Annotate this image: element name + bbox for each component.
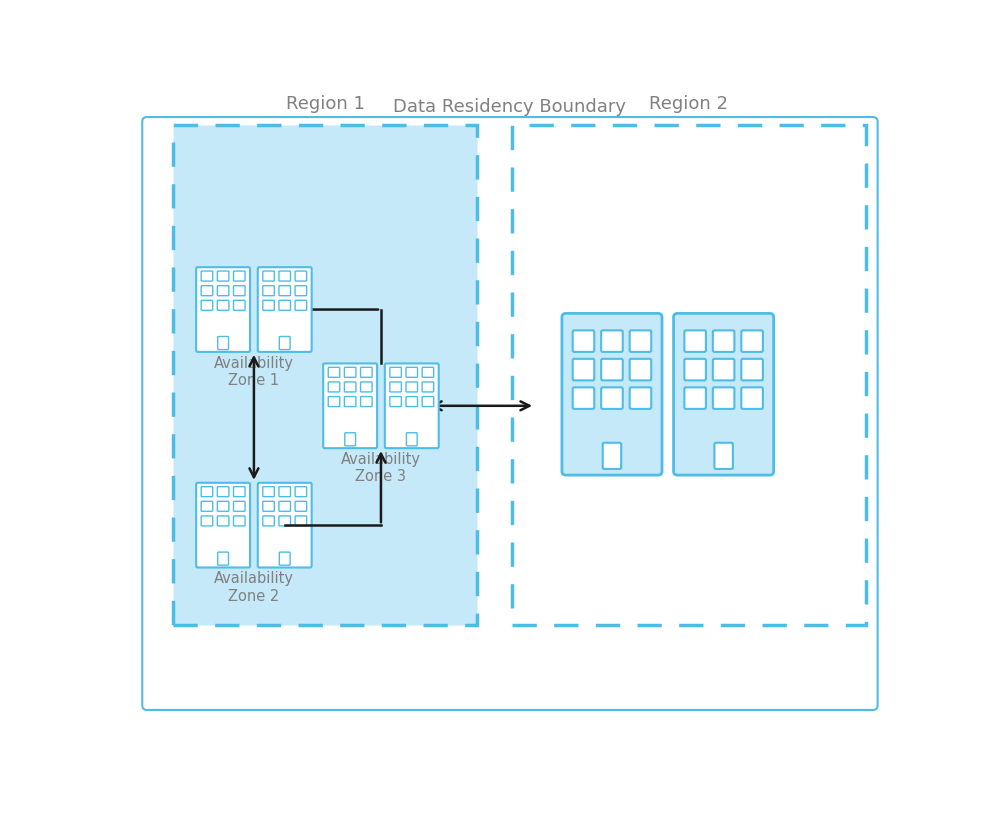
FancyBboxPatch shape — [217, 300, 229, 311]
FancyBboxPatch shape — [234, 271, 245, 281]
FancyBboxPatch shape — [406, 433, 416, 446]
FancyBboxPatch shape — [714, 443, 733, 469]
FancyBboxPatch shape — [385, 363, 438, 448]
FancyBboxPatch shape — [712, 387, 734, 409]
FancyBboxPatch shape — [196, 482, 249, 567]
FancyBboxPatch shape — [217, 487, 229, 496]
FancyBboxPatch shape — [257, 267, 311, 352]
FancyBboxPatch shape — [295, 271, 306, 281]
FancyBboxPatch shape — [600, 330, 622, 352]
FancyBboxPatch shape — [390, 368, 401, 377]
FancyBboxPatch shape — [741, 387, 762, 409]
FancyBboxPatch shape — [262, 300, 274, 311]
FancyBboxPatch shape — [262, 516, 274, 526]
FancyBboxPatch shape — [673, 314, 773, 475]
Bar — [173, 125, 477, 625]
FancyBboxPatch shape — [741, 359, 762, 381]
FancyBboxPatch shape — [328, 382, 339, 392]
FancyBboxPatch shape — [234, 487, 245, 496]
FancyBboxPatch shape — [218, 337, 229, 350]
FancyBboxPatch shape — [218, 552, 229, 565]
FancyBboxPatch shape — [421, 382, 433, 392]
FancyBboxPatch shape — [279, 337, 290, 350]
FancyBboxPatch shape — [573, 387, 593, 409]
Text: Data Residency Boundary: Data Residency Boundary — [393, 98, 626, 116]
FancyBboxPatch shape — [345, 433, 355, 446]
FancyBboxPatch shape — [741, 330, 762, 352]
FancyBboxPatch shape — [323, 363, 377, 448]
FancyBboxPatch shape — [406, 397, 417, 407]
FancyBboxPatch shape — [600, 359, 622, 381]
FancyBboxPatch shape — [201, 300, 213, 311]
FancyBboxPatch shape — [573, 359, 593, 381]
FancyBboxPatch shape — [234, 501, 245, 511]
Bar — [511, 125, 865, 625]
FancyBboxPatch shape — [573, 330, 593, 352]
FancyBboxPatch shape — [234, 286, 245, 296]
Text: Availability
Zone 3: Availability Zone 3 — [341, 452, 420, 484]
FancyBboxPatch shape — [295, 501, 306, 511]
FancyBboxPatch shape — [600, 387, 622, 409]
FancyBboxPatch shape — [217, 271, 229, 281]
FancyBboxPatch shape — [684, 330, 705, 352]
FancyBboxPatch shape — [629, 330, 651, 352]
Text: Region 2: Region 2 — [649, 95, 728, 113]
FancyBboxPatch shape — [257, 482, 311, 567]
FancyBboxPatch shape — [262, 501, 274, 511]
FancyBboxPatch shape — [684, 387, 705, 409]
FancyBboxPatch shape — [712, 359, 734, 381]
FancyBboxPatch shape — [201, 487, 213, 496]
FancyBboxPatch shape — [278, 516, 290, 526]
FancyBboxPatch shape — [562, 314, 661, 475]
FancyBboxPatch shape — [295, 516, 306, 526]
FancyBboxPatch shape — [234, 300, 245, 311]
FancyBboxPatch shape — [278, 300, 290, 311]
FancyBboxPatch shape — [201, 271, 213, 281]
Text: Availability
Zone 2: Availability Zone 2 — [214, 571, 293, 604]
FancyBboxPatch shape — [344, 368, 356, 377]
FancyBboxPatch shape — [278, 271, 290, 281]
FancyBboxPatch shape — [360, 397, 372, 407]
FancyBboxPatch shape — [262, 487, 274, 496]
FancyBboxPatch shape — [328, 368, 339, 377]
FancyBboxPatch shape — [295, 286, 306, 296]
FancyBboxPatch shape — [602, 443, 620, 469]
FancyBboxPatch shape — [217, 501, 229, 511]
FancyBboxPatch shape — [234, 516, 245, 526]
FancyBboxPatch shape — [328, 397, 339, 407]
FancyBboxPatch shape — [262, 286, 274, 296]
FancyBboxPatch shape — [278, 487, 290, 496]
FancyBboxPatch shape — [295, 300, 306, 311]
FancyBboxPatch shape — [201, 501, 213, 511]
FancyBboxPatch shape — [217, 286, 229, 296]
FancyBboxPatch shape — [421, 368, 433, 377]
FancyBboxPatch shape — [344, 382, 356, 392]
FancyBboxPatch shape — [196, 267, 249, 352]
FancyBboxPatch shape — [360, 382, 372, 392]
FancyBboxPatch shape — [712, 330, 734, 352]
FancyBboxPatch shape — [278, 501, 290, 511]
FancyBboxPatch shape — [406, 382, 417, 392]
Text: Region 1: Region 1 — [285, 95, 364, 113]
FancyBboxPatch shape — [360, 368, 372, 377]
FancyBboxPatch shape — [142, 117, 877, 710]
FancyBboxPatch shape — [201, 286, 213, 296]
Text: Availability
Zone 1: Availability Zone 1 — [214, 356, 293, 388]
FancyBboxPatch shape — [629, 387, 651, 409]
FancyBboxPatch shape — [684, 359, 705, 381]
FancyBboxPatch shape — [421, 397, 433, 407]
FancyBboxPatch shape — [390, 382, 401, 392]
FancyBboxPatch shape — [344, 397, 356, 407]
FancyBboxPatch shape — [629, 359, 651, 381]
FancyBboxPatch shape — [295, 487, 306, 496]
FancyBboxPatch shape — [406, 368, 417, 377]
FancyBboxPatch shape — [201, 516, 213, 526]
FancyBboxPatch shape — [390, 397, 401, 407]
FancyBboxPatch shape — [279, 552, 290, 565]
FancyBboxPatch shape — [278, 286, 290, 296]
FancyBboxPatch shape — [262, 271, 274, 281]
FancyBboxPatch shape — [217, 516, 229, 526]
